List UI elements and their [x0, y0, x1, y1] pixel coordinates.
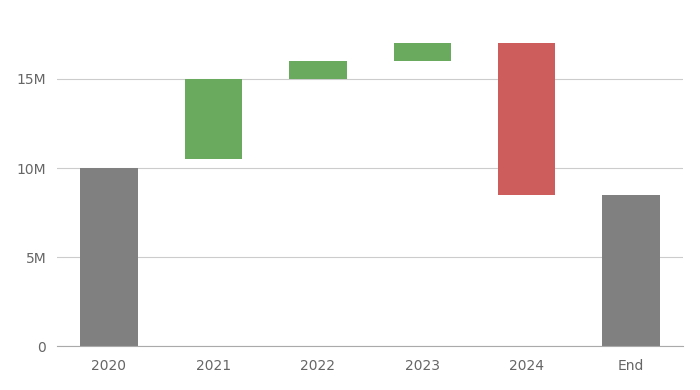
- Bar: [393, 43, 451, 61]
- Bar: [80, 168, 138, 346]
- Bar: [289, 61, 346, 79]
- Bar: [498, 43, 555, 195]
- Bar: [603, 195, 660, 346]
- Bar: [185, 79, 242, 159]
